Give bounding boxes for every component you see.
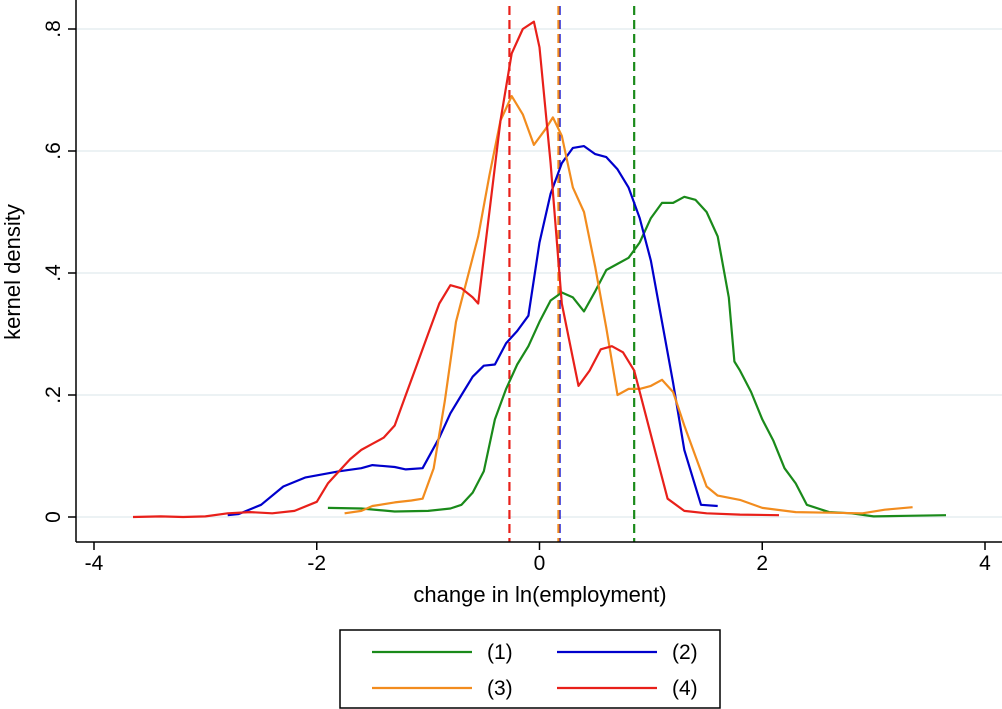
x-tick-label-1: -2	[307, 552, 326, 575]
series-line-3	[344, 95, 913, 515]
grid-lines	[76, 28, 1002, 518]
legend-label-4: (4)	[672, 677, 698, 700]
y-tick-label-0: 0	[42, 511, 65, 523]
x-tick-label-4: 4	[979, 552, 991, 575]
y-tick-label-1: .2	[42, 386, 65, 404]
y-tick-label-2: .4	[42, 264, 65, 282]
series-line-1	[327, 195, 947, 518]
tick-labels: -4 -2 0 2 4 0 .2 .4 .6 .8	[42, 20, 991, 575]
x-axis-label: change in ln(employment)	[413, 582, 666, 607]
density-series	[132, 20, 947, 519]
legend: (1) (2) (3) (4)	[339, 629, 721, 709]
legend-label-3: (3)	[487, 677, 513, 700]
x-tick-label-3: 2	[756, 552, 768, 575]
y-tick-label-4: .8	[42, 20, 65, 38]
axes	[75, 0, 1002, 543]
series-line-2	[227, 145, 718, 517]
series-line-4	[132, 20, 780, 519]
legend-label-2: (2)	[672, 641, 698, 664]
legend-label-1: (1)	[487, 641, 513, 664]
legend-box	[339, 629, 721, 709]
y-axis-label: kernel density	[0, 204, 25, 340]
y-tick-label-3: .6	[42, 142, 65, 160]
mean-lines	[508, 6, 636, 542]
x-tick-label-2: 0	[534, 552, 546, 575]
x-tick-label-0: -4	[85, 552, 104, 575]
